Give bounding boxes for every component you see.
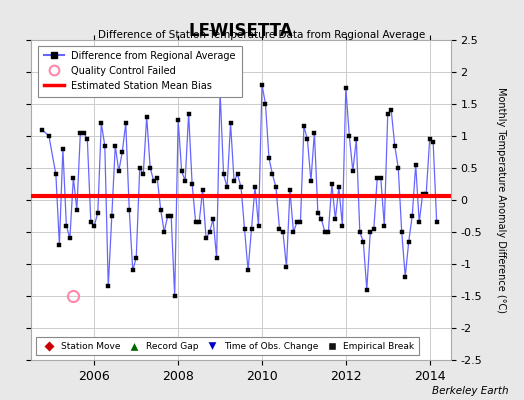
Title: LEWISETTA: LEWISETTA	[189, 22, 293, 40]
Text: Berkeley Earth: Berkeley Earth	[432, 386, 508, 396]
Y-axis label: Monthly Temperature Anomaly Difference (°C): Monthly Temperature Anomaly Difference (…	[496, 87, 506, 313]
Legend: Station Move, Record Gap, Time of Obs. Change, Empirical Break: Station Move, Record Gap, Time of Obs. C…	[36, 338, 419, 356]
Text: Difference of Station Temperature Data from Regional Average: Difference of Station Temperature Data f…	[99, 30, 425, 40]
